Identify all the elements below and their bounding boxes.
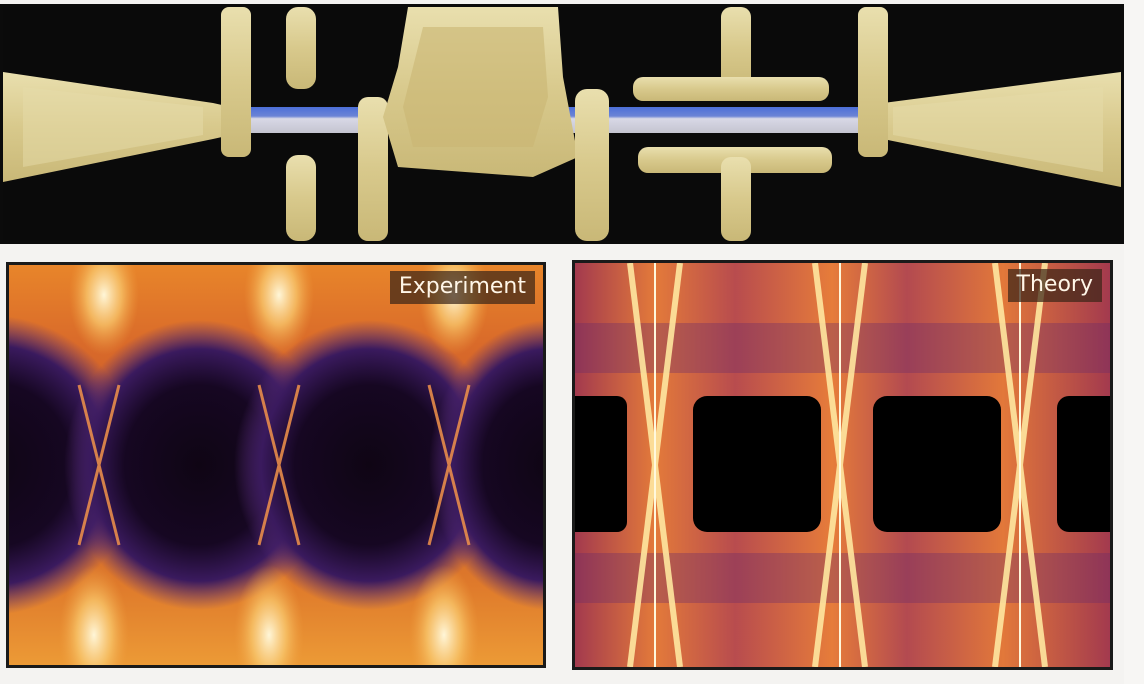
page-margin (1124, 0, 1144, 684)
theory-label: Theory (1007, 269, 1102, 303)
theory-map-svg (575, 263, 1110, 667)
experiment-map-svg (9, 265, 543, 665)
gate-electrode (286, 155, 316, 241)
experiment-label: Experiment (389, 271, 535, 305)
theory-map: Theory (572, 260, 1113, 670)
gate-electrode (858, 7, 888, 157)
contact-electrode (358, 97, 388, 241)
device-sem-svg (3, 7, 1121, 241)
experiment-map: Experiment (6, 262, 546, 668)
gate-electrode (633, 77, 829, 101)
gate-electrode (721, 157, 751, 241)
device-sem-image (0, 4, 1124, 244)
gate-electrode (286, 7, 316, 89)
gate-electrode (221, 7, 251, 157)
gate-electrode (721, 7, 751, 89)
contact-electrode (575, 89, 609, 241)
